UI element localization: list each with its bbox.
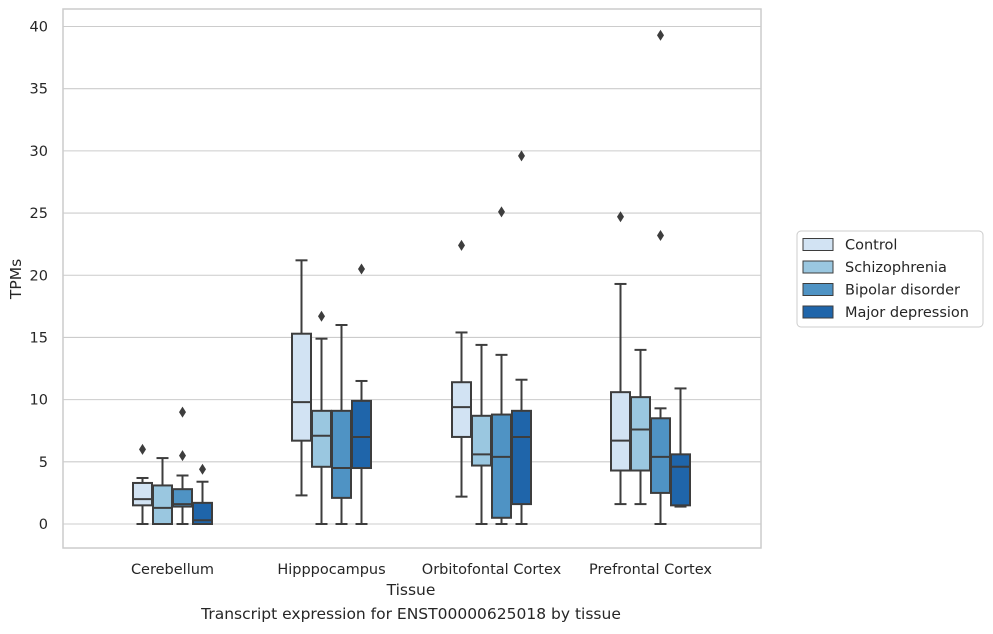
box-iqr — [192, 501, 213, 526]
x-tick-label: Hipppocampus — [277, 562, 385, 578]
y-tick-label: 5 — [39, 455, 48, 471]
y-tick-labels: 0 5 10 15 20 25 30 35 40 — [30, 20, 48, 534]
box-iqr — [471, 414, 492, 467]
box-iqr — [351, 399, 372, 470]
box-iqr — [331, 409, 352, 499]
box-major-depression — [351, 263, 372, 525]
box-major-depression — [670, 387, 691, 508]
outlier-point — [617, 211, 624, 223]
legend-frame — [796, 230, 984, 328]
outlier-point — [458, 239, 465, 251]
y-tick-label: 30 — [30, 144, 48, 160]
y-tick-label: 15 — [30, 330, 48, 346]
box-iqr — [511, 409, 532, 506]
legend-label: Major depression — [845, 305, 969, 321]
box-schizophrenia — [471, 343, 492, 525]
y-tick-label: 40 — [30, 20, 48, 36]
box-bipolar-disorder — [491, 206, 512, 525]
x-tick-label: Orbitofontal Cortex — [422, 562, 562, 578]
outlier-point — [179, 406, 186, 418]
box-schizophrenia — [152, 457, 173, 526]
plot-border — [62, 8, 762, 549]
box-major-depression — [511, 150, 532, 525]
outlier-point — [199, 463, 206, 475]
outlier-point — [179, 450, 186, 462]
legend-label: Schizophrenia — [845, 260, 947, 276]
y-tick-label: 35 — [30, 82, 48, 98]
y-tick-label: 25 — [30, 206, 48, 222]
box-iqr — [650, 417, 671, 494]
outlier-point — [518, 150, 525, 162]
outlier-point — [657, 229, 664, 241]
box-iqr — [132, 481, 153, 507]
boxes — [132, 29, 691, 526]
box-iqr — [152, 484, 173, 526]
plot-frame — [62, 8, 762, 549]
grid-lines — [63, 25, 761, 525]
box-iqr — [670, 453, 691, 507]
box-control — [291, 259, 312, 497]
box-control — [451, 239, 472, 498]
x-tick-labels: Cerebellum Hipppocampus Orbitofontal Corte… — [131, 562, 712, 578]
x-axis-label: Tissue — [386, 581, 436, 599]
box-iqr — [610, 391, 631, 472]
legend-label: Control — [845, 238, 897, 254]
legend-swatch — [802, 305, 834, 319]
legend-swatch — [802, 283, 834, 296]
y-tick-label: 0 — [39, 517, 48, 533]
box-major-depression — [192, 463, 213, 526]
box-bipolar-disorder — [172, 406, 193, 525]
y-tick-label: 10 — [30, 393, 48, 409]
x-tick-label: Prefrontal Cortex — [589, 562, 712, 578]
y-axis-label: TPMs — [7, 259, 25, 300]
outlier-point — [657, 29, 664, 41]
box-control — [610, 211, 631, 506]
x-tick-label: Cerebellum — [131, 562, 214, 578]
outlier-point — [358, 263, 365, 275]
legend: Control Schizophrenia Bipolar disorder Majo… — [796, 230, 984, 328]
legend-swatch — [802, 260, 834, 274]
box-iqr — [172, 488, 193, 508]
outlier-point — [318, 310, 325, 322]
outlier-point — [139, 443, 146, 455]
y-tick-label: 20 — [30, 268, 48, 284]
box-schizophrenia — [311, 310, 332, 525]
box-bipolar-disorder — [331, 324, 352, 525]
box-iqr — [630, 396, 651, 472]
box-iqr — [311, 409, 332, 468]
figure-caption: Transcript expression for ENST0000062501… — [201, 605, 621, 623]
box-control — [132, 443, 153, 525]
box-bipolar-disorder — [650, 29, 671, 525]
box-iqr — [451, 381, 472, 438]
box-iqr — [491, 413, 512, 519]
legend-label: Bipolar disorder — [845, 283, 960, 299]
box-schizophrenia — [630, 348, 651, 506]
box-iqr — [291, 332, 312, 442]
outlier-point — [498, 206, 505, 218]
legend-swatch — [802, 238, 834, 251]
